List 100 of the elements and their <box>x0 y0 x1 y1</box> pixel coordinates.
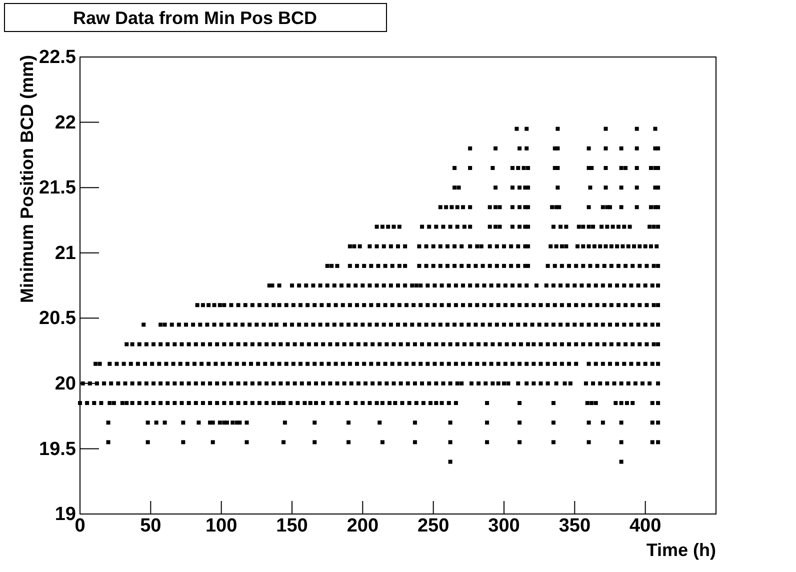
point <box>475 284 480 288</box>
point <box>604 186 608 190</box>
point <box>106 440 110 444</box>
x-tick-label: 100 <box>205 515 238 536</box>
point <box>238 420 242 425</box>
point <box>518 205 522 210</box>
point <box>510 166 514 170</box>
point <box>468 146 472 150</box>
x-tick-label: 150 <box>276 515 308 536</box>
y-tick-label: 22 <box>54 112 76 134</box>
point <box>396 284 400 288</box>
point <box>106 420 110 425</box>
point <box>516 264 520 268</box>
point <box>452 264 457 268</box>
point <box>656 440 660 444</box>
point <box>619 205 624 210</box>
point <box>448 460 452 464</box>
point <box>461 284 466 288</box>
point <box>615 244 620 248</box>
point <box>622 224 626 229</box>
point <box>518 186 522 190</box>
point <box>586 284 591 288</box>
point <box>600 205 605 210</box>
point <box>380 440 384 444</box>
point <box>462 224 466 229</box>
point <box>378 420 382 425</box>
point <box>526 205 530 210</box>
point <box>386 224 390 229</box>
point <box>414 284 418 288</box>
point <box>622 284 626 288</box>
point <box>551 224 556 229</box>
point <box>438 244 442 248</box>
point <box>448 224 452 229</box>
point <box>397 224 402 229</box>
point <box>456 186 461 190</box>
x-tick-label: 0 <box>74 515 86 536</box>
point <box>431 244 436 248</box>
y-tick-label: 19.5 <box>39 438 76 460</box>
point <box>634 186 639 190</box>
point <box>489 284 494 288</box>
x-axis-title: Time (h) <box>646 540 716 560</box>
point <box>312 420 317 425</box>
point <box>518 284 522 288</box>
point <box>526 224 530 229</box>
point <box>424 244 428 248</box>
point <box>619 420 624 425</box>
point <box>604 244 608 248</box>
point <box>244 440 249 444</box>
point <box>510 205 514 210</box>
point <box>412 420 417 425</box>
point <box>488 244 492 248</box>
point <box>551 420 556 425</box>
point <box>556 166 560 170</box>
point <box>634 205 639 210</box>
point <box>502 264 506 268</box>
point <box>619 146 624 150</box>
point <box>502 244 506 248</box>
point <box>586 205 591 210</box>
point <box>335 264 340 268</box>
point <box>650 284 654 288</box>
point <box>652 264 656 268</box>
point <box>518 224 522 229</box>
point <box>339 284 344 288</box>
point <box>224 420 229 425</box>
point <box>360 284 365 288</box>
point <box>638 264 642 268</box>
point <box>368 244 372 248</box>
point <box>526 244 530 248</box>
point <box>624 166 628 170</box>
point <box>354 284 358 288</box>
point <box>277 284 282 288</box>
point <box>608 205 612 210</box>
point <box>460 264 464 268</box>
point <box>498 205 502 210</box>
point <box>304 284 308 288</box>
x-tick-label: 200 <box>346 515 379 536</box>
point <box>556 126 560 131</box>
point <box>468 284 472 288</box>
point <box>656 264 660 268</box>
point <box>656 205 660 210</box>
y-tick-label: 20.5 <box>39 308 76 330</box>
point <box>348 244 352 248</box>
point <box>282 420 287 425</box>
point <box>594 284 598 288</box>
point <box>656 420 660 425</box>
point <box>560 244 564 248</box>
point <box>444 205 448 210</box>
point <box>403 284 408 288</box>
point <box>652 224 656 229</box>
point <box>358 244 362 248</box>
point <box>518 420 522 425</box>
point <box>488 224 492 229</box>
point <box>524 284 529 288</box>
point <box>586 224 591 229</box>
point <box>546 264 550 268</box>
point <box>650 440 654 444</box>
y-axis-title: Minimum Position BCD (mm) <box>17 55 37 303</box>
point <box>455 205 460 210</box>
point <box>560 264 564 268</box>
point <box>602 264 606 268</box>
